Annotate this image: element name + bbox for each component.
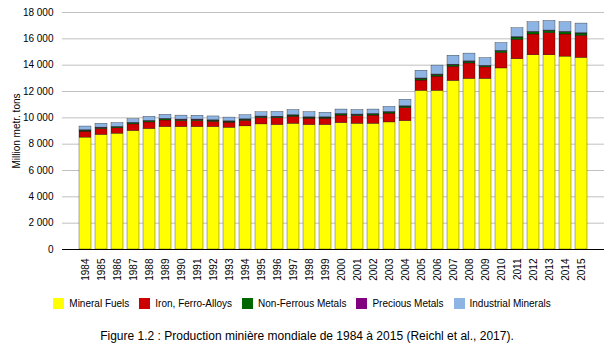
svg-text:2006: 2006 bbox=[432, 258, 443, 281]
svg-text:1985: 1985 bbox=[96, 258, 107, 281]
svg-text:1988: 1988 bbox=[144, 258, 155, 281]
svg-text:1993: 1993 bbox=[224, 258, 235, 281]
svg-text:1984: 1984 bbox=[80, 258, 91, 281]
svg-text:1987: 1987 bbox=[128, 258, 139, 281]
svg-text:Million metr. tons: Million metr. tons bbox=[11, 93, 22, 168]
svg-text:2000: 2000 bbox=[336, 258, 347, 281]
svg-text:0: 0 bbox=[48, 244, 54, 255]
svg-text:2014: 2014 bbox=[560, 258, 571, 281]
svg-text:1997: 1997 bbox=[288, 258, 299, 281]
svg-text:18 000: 18 000 bbox=[23, 7, 54, 18]
svg-text:1989: 1989 bbox=[160, 258, 171, 281]
html-text:Industrial Minerals: Industrial Minerals bbox=[469, 298, 551, 309]
svg-text:1992: 1992 bbox=[208, 258, 219, 281]
svg-text:2009: 2009 bbox=[480, 258, 491, 281]
svg-text:2015: 2015 bbox=[576, 258, 587, 281]
svg-text:4 000: 4 000 bbox=[28, 191, 53, 202]
svg-text:2 000: 2 000 bbox=[28, 217, 53, 228]
svg-text:2001: 2001 bbox=[352, 258, 363, 281]
svg-text:2008: 2008 bbox=[464, 258, 475, 281]
svg-text:1998: 1998 bbox=[304, 258, 315, 281]
svg-text:2005: 2005 bbox=[416, 258, 427, 281]
svg-text:2011: 2011 bbox=[512, 258, 523, 280]
svg-text:2007: 2007 bbox=[448, 258, 459, 281]
svg-text:2010: 2010 bbox=[496, 258, 507, 281]
svg-text:1991: 1991 bbox=[192, 258, 203, 281]
svg-text:8 000: 8 000 bbox=[28, 138, 53, 149]
html-text:Non-Ferrous Metals: Non-Ferrous Metals bbox=[258, 298, 347, 309]
html-text:Precious Metals: Precious Metals bbox=[372, 298, 444, 309]
svg-text:1996: 1996 bbox=[272, 258, 283, 281]
svg-text:2004: 2004 bbox=[400, 258, 411, 281]
svg-text:10 000: 10 000 bbox=[23, 112, 54, 123]
svg-text:1999: 1999 bbox=[320, 258, 331, 281]
svg-text:1994: 1994 bbox=[240, 258, 251, 281]
svg-text:6 000: 6 000 bbox=[28, 165, 53, 176]
html-text:Mineral Fuels: Mineral Fuels bbox=[69, 298, 130, 309]
svg-text:1986: 1986 bbox=[112, 258, 123, 281]
svg-text:12 000: 12 000 bbox=[23, 86, 54, 97]
svg-text:2013: 2013 bbox=[544, 258, 555, 281]
svg-text:2012: 2012 bbox=[528, 258, 539, 281]
svg-text:2002: 2002 bbox=[368, 258, 379, 281]
html-text:Iron, Ferro-Alloys: Iron, Ferro-Alloys bbox=[155, 298, 232, 309]
svg-text:2003: 2003 bbox=[384, 258, 395, 281]
svg-text:14 000: 14 000 bbox=[23, 59, 54, 70]
svg-text:1995: 1995 bbox=[256, 258, 267, 281]
svg-text:1990: 1990 bbox=[176, 258, 187, 281]
svg-text:16 000: 16 000 bbox=[23, 33, 54, 44]
html-text:Figure 1.2 : Production minièr: Figure 1.2 : Production minière mondiale… bbox=[100, 329, 514, 343]
